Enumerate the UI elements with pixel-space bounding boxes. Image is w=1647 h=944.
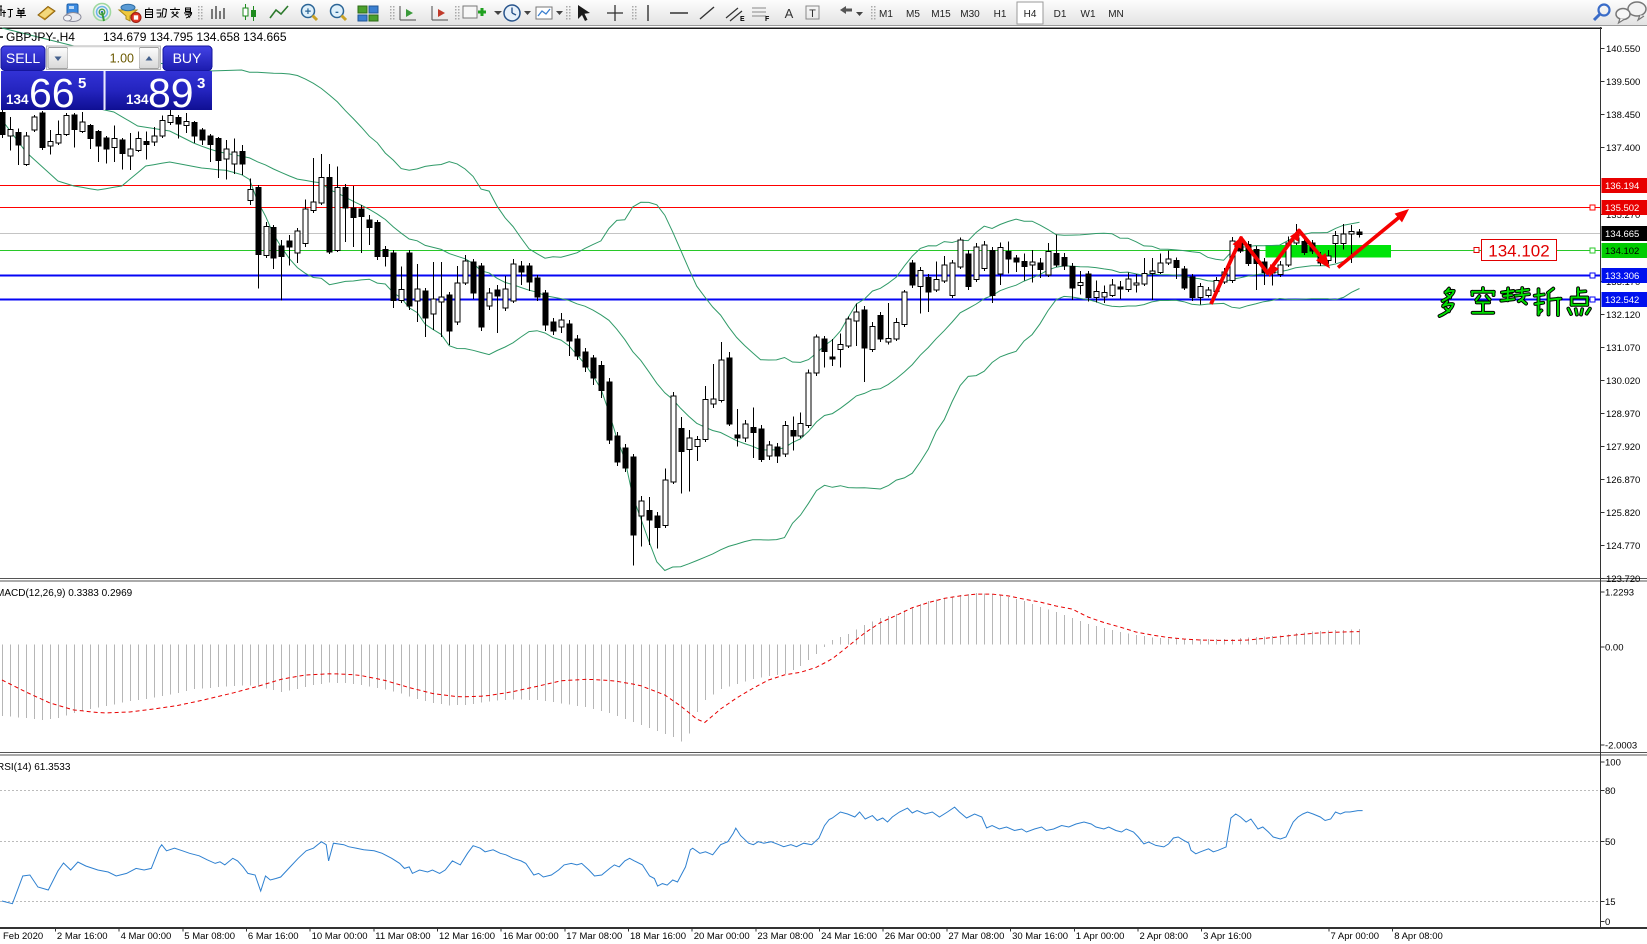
svg-text:132.120: 132.120 [1606,310,1640,321]
svg-text:123.720: 123.720 [1606,574,1640,585]
svg-text:-: - [335,6,339,18]
svg-text:MN: MN [1108,9,1124,20]
svg-text:4 Mar 00:00: 4 Mar 00:00 [121,931,172,942]
svg-text:RSI(14) 61.3533: RSI(14) 61.3533 [0,762,71,773]
svg-text:1.00: 1.00 [110,52,134,66]
svg-text:130.020: 130.020 [1606,376,1640,387]
svg-text:126.870: 126.870 [1606,475,1640,486]
svg-text:17 Mar 08:00: 17 Mar 08:00 [566,931,622,942]
svg-text:23 Mar 08:00: 23 Mar 08:00 [757,931,813,942]
svg-text:100: 100 [1605,758,1621,769]
svg-text:BUY: BUY [173,50,202,66]
svg-text:A: A [785,6,794,21]
svg-text:124.770: 124.770 [1606,541,1640,552]
svg-text:Feb 2020: Feb 2020 [3,931,43,942]
svg-text:15: 15 [1605,897,1616,908]
svg-text:H1: H1 [994,9,1007,20]
svg-text:131.070: 131.070 [1606,343,1640,354]
svg-text:-2.0003: -2.0003 [1605,741,1637,752]
svg-text:F: F [765,16,770,23]
svg-text:MACD(12,26,9) 0.3383 0.2969: MACD(12,26,9) 0.3383 0.2969 [0,588,133,599]
svg-text:E: E [740,16,745,23]
svg-text:135.502: 135.502 [1605,203,1639,214]
svg-text:133.306: 133.306 [1605,271,1639,282]
svg-text:135.270: 135.270 [1606,210,1640,221]
svg-text:W1: W1 [1081,9,1096,20]
svg-text:2 Mar 16:00: 2 Mar 16:00 [57,931,108,942]
svg-text:134.102: 134.102 [1488,242,1549,261]
svg-text:26 Mar 00:00: 26 Mar 00:00 [885,931,941,942]
svg-text:0: 0 [1605,917,1610,928]
svg-text:H4: H4 [1024,9,1037,20]
svg-text:125.820: 125.820 [1606,508,1640,519]
svg-text:138.450: 138.450 [1606,110,1640,121]
svg-text:140.550: 140.550 [1606,44,1640,55]
svg-text:6 Mar 16:00: 6 Mar 16:00 [248,931,299,942]
svg-text:3 Apr 16:00: 3 Apr 16:00 [1203,931,1252,942]
svg-text:24 Mar 16:00: 24 Mar 16:00 [821,931,877,942]
svg-text:1 Apr 00:00: 1 Apr 00:00 [1076,931,1125,942]
svg-text:M15: M15 [931,9,951,20]
svg-text:M30: M30 [960,9,980,20]
svg-text:8 Apr 08:00: 8 Apr 08:00 [1394,931,1443,942]
svg-text:134: 134 [126,92,149,107]
svg-text:134.679 134.795 134.658 134.66: 134.679 134.795 134.658 134.665 [103,30,287,44]
svg-text:137.400: 137.400 [1606,143,1640,154]
svg-text:12 Mar 16:00: 12 Mar 16:00 [439,931,495,942]
svg-text:0.00: 0.00 [1605,643,1624,654]
svg-text:GBPJPY-,H4: GBPJPY-,H4 [6,30,75,44]
svg-text:3: 3 [197,75,205,92]
svg-text:5: 5 [78,75,86,92]
svg-text:M5: M5 [906,9,920,20]
svg-text:80: 80 [1605,786,1616,797]
svg-text:T: T [809,8,816,20]
svg-text:30 Mar 16:00: 30 Mar 16:00 [1012,931,1068,942]
svg-text:50: 50 [1605,837,1616,848]
svg-text:7 Apr 00:00: 7 Apr 00:00 [1331,931,1380,942]
svg-text:20 Mar 00:00: 20 Mar 00:00 [694,931,750,942]
svg-text:136.194: 136.194 [1605,181,1639,192]
svg-text:1.2293: 1.2293 [1605,588,1634,599]
svg-text:10 Mar 00:00: 10 Mar 00:00 [312,931,368,942]
svg-text:18 Mar 16:00: 18 Mar 16:00 [630,931,686,942]
svg-text:132.542: 132.542 [1605,295,1639,306]
svg-text:M1: M1 [879,9,893,20]
svg-text:+: + [305,6,311,18]
svg-text:D1: D1 [1054,9,1067,20]
svg-text:11 Mar 08:00: 11 Mar 08:00 [375,931,430,942]
svg-text:66: 66 [29,70,75,116]
svg-text:134.102: 134.102 [1605,246,1639,257]
svg-text:27 Mar 08:00: 27 Mar 08:00 [948,931,1004,942]
svg-text:89: 89 [148,70,194,116]
svg-text:SELL: SELL [6,50,40,66]
svg-text:139.500: 139.500 [1606,77,1640,88]
svg-text:128.970: 128.970 [1606,409,1640,420]
svg-text:16 Mar 00:00: 16 Mar 00:00 [503,931,559,942]
svg-text:134.665: 134.665 [1605,229,1639,240]
svg-text:5 Mar 08:00: 5 Mar 08:00 [184,931,235,942]
svg-text:2 Apr 08:00: 2 Apr 08:00 [1140,931,1189,942]
svg-text:127.920: 127.920 [1606,442,1640,453]
svg-text:134: 134 [6,92,29,107]
